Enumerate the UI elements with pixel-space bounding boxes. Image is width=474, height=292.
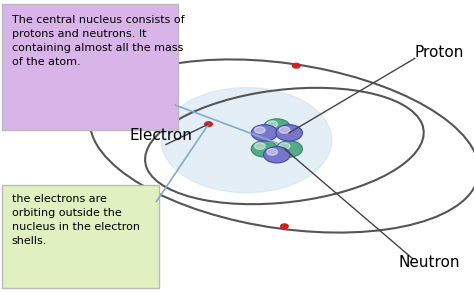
- Text: Neutron: Neutron: [398, 255, 460, 270]
- Text: The central nucleus consists of
protons and neutrons. It
containing almost all t: The central nucleus consists of protons …: [12, 15, 184, 67]
- Text: the electrons are
orbiting outside the
nucleus in the electron
shells.: the electrons are orbiting outside the n…: [12, 194, 140, 246]
- FancyBboxPatch shape: [2, 4, 178, 130]
- Circle shape: [251, 125, 278, 141]
- Circle shape: [279, 143, 290, 149]
- Circle shape: [161, 88, 332, 193]
- Circle shape: [255, 143, 265, 149]
- Circle shape: [264, 119, 290, 135]
- Circle shape: [255, 127, 265, 133]
- Circle shape: [276, 125, 302, 141]
- Circle shape: [267, 149, 277, 155]
- Circle shape: [264, 147, 290, 163]
- Text: Proton: Proton: [415, 45, 464, 60]
- Circle shape: [281, 224, 288, 229]
- Circle shape: [251, 141, 278, 157]
- Circle shape: [292, 63, 300, 68]
- Circle shape: [205, 122, 212, 126]
- Circle shape: [279, 127, 290, 133]
- FancyBboxPatch shape: [2, 185, 159, 288]
- Circle shape: [267, 121, 277, 127]
- Circle shape: [276, 141, 302, 157]
- Text: Electron: Electron: [130, 128, 192, 143]
